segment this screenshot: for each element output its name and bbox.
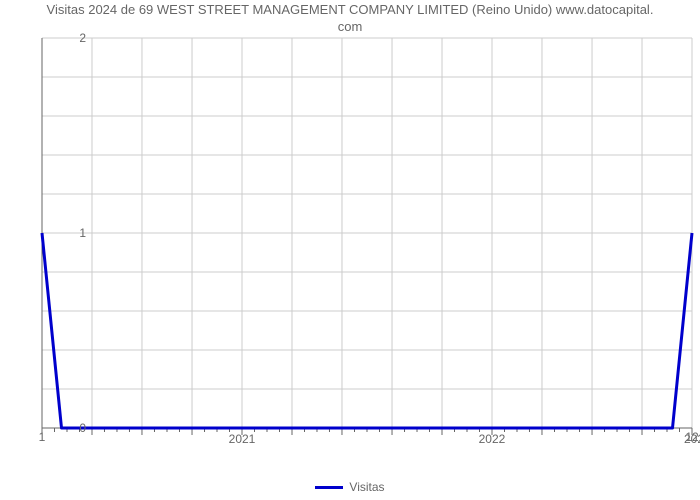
legend-label: Visitas: [349, 480, 384, 494]
x-tick-label: 2021: [229, 432, 256, 446]
x-end-label: 1: [39, 430, 46, 444]
x-tick-label: 2022: [479, 432, 506, 446]
legend: Visitas: [0, 479, 700, 494]
y-tick-label: 0: [79, 421, 86, 435]
chart-container: Visitas 2024 de 69 WEST STREET MANAGEMEN…: [0, 0, 700, 500]
y-tick-label: 2: [79, 31, 86, 45]
legend-swatch: [315, 486, 343, 489]
chart-title: Visitas 2024 de 69 WEST STREET MANAGEMEN…: [0, 2, 700, 36]
plot-svg: [42, 38, 692, 428]
plot-area: [42, 38, 692, 428]
y-tick-label: 1: [79, 226, 86, 240]
chart-title-line2: com: [338, 19, 363, 34]
chart-title-line1: Visitas 2024 de 69 WEST STREET MANAGEMEN…: [47, 2, 654, 17]
x-tick-label-clipped: 202: [684, 432, 700, 446]
